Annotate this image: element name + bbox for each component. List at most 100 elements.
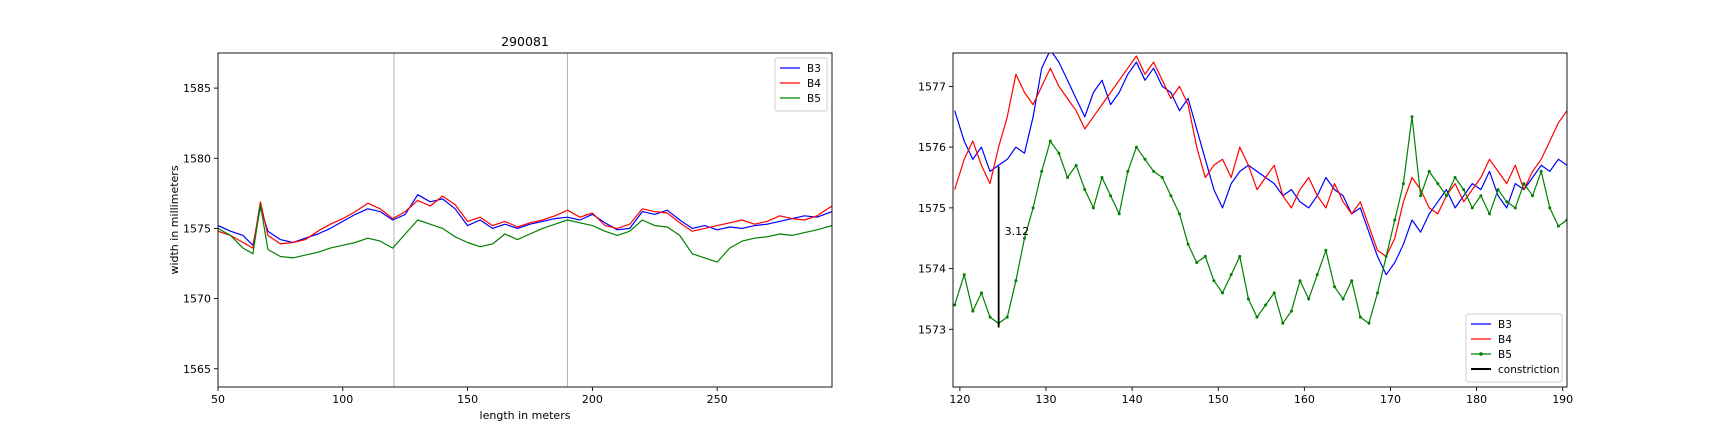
series-point-B5 [1134, 145, 1138, 149]
x-tick-label: 190 [1552, 393, 1573, 406]
x-tick-label: 50 [211, 393, 225, 406]
series-point-B5 [1324, 248, 1328, 252]
series-point-B5 [1143, 157, 1147, 161]
plot-area [953, 53, 1567, 325]
series-point-B5 [1005, 315, 1009, 319]
y-tick-label: 1574 [918, 263, 946, 276]
series-point-B5 [1556, 224, 1560, 228]
y-tick-label: 1585 [183, 82, 211, 95]
series-point-B5 [1074, 163, 1078, 167]
series-point-B5 [1444, 194, 1448, 198]
y-tick-label: 1575 [918, 202, 946, 215]
x-tick-label: 100 [332, 393, 353, 406]
series-point-B5 [1496, 188, 1500, 192]
series-point-B5 [1186, 242, 1190, 246]
legend-label: B4 [1498, 334, 1512, 346]
series-point-B5 [1384, 254, 1388, 258]
series-point-B5 [1126, 169, 1130, 173]
series-point-B5 [1169, 194, 1173, 198]
series-point-B5 [1022, 236, 1026, 240]
series-point-B5 [1212, 279, 1216, 283]
series-point-B5 [1522, 182, 1526, 186]
series-line-B4 [218, 195, 832, 249]
legend: B3 B4 B5 constriction [1465, 313, 1563, 383]
series-point-B5 [1307, 297, 1311, 301]
series-point-B5 [1513, 206, 1517, 210]
x-tick-label: 180 [1466, 393, 1487, 406]
series-point-B5 [1246, 297, 1250, 301]
series-point-B5 [1031, 206, 1035, 210]
axes-frame [217, 52, 833, 388]
series-point-B5 [1419, 194, 1423, 198]
x-axis-label: length in meters [480, 409, 571, 422]
y-tick-label: 1573 [918, 323, 946, 336]
legend-label: B3 [1498, 319, 1512, 331]
series-point-B5 [1109, 194, 1113, 198]
series-point-B5 [1479, 194, 1483, 198]
y-tick-label: 1580 [183, 152, 211, 165]
series-line-B3 [954, 53, 1567, 276]
x-tick-label: 160 [1294, 393, 1315, 406]
series-point-B5 [1470, 206, 1474, 210]
plot-area [218, 194, 832, 263]
legend-label: B5 [807, 93, 821, 105]
series-point-B5 [1358, 315, 1362, 319]
series-point-B5 [1083, 188, 1087, 192]
series-point-B5 [1203, 254, 1207, 258]
legend-label: constriction [1498, 364, 1560, 376]
y-tick-label: 1570 [183, 293, 211, 306]
x-tick-label: 130 [1036, 393, 1057, 406]
series-point-B5 [1066, 175, 1070, 179]
series-point-B5 [1160, 175, 1164, 179]
series-point-B5 [1040, 169, 1044, 173]
series-point-B5 [1376, 291, 1380, 295]
y-axis-label: width in millimeters [168, 165, 181, 274]
series-point-B5 [1315, 273, 1319, 277]
x-tick-label: 140 [1122, 393, 1143, 406]
series-point-B5 [1272, 291, 1276, 295]
series-point-B5 [1195, 261, 1199, 265]
series-point-B5 [1281, 321, 1285, 325]
series-point-B5 [962, 273, 966, 277]
series-point-B5 [1453, 175, 1457, 179]
series-line-B5 [218, 204, 832, 263]
series-point-B5 [1548, 206, 1552, 210]
x-tick-label: 120 [949, 393, 970, 406]
series-point-B5 [1332, 285, 1336, 289]
legend-marker-B5 [1479, 352, 1483, 356]
series-point-B5 [1393, 218, 1397, 222]
legend-box [1465, 313, 1563, 383]
series-point-B5 [1014, 279, 1018, 283]
series-point-B5 [1264, 303, 1268, 307]
series-point-B5 [1401, 182, 1405, 186]
chart-title: 290081 [501, 34, 549, 49]
series-point-B5 [979, 291, 983, 295]
series-point-B5 [1229, 273, 1233, 277]
x-tick-label: 250 [707, 393, 728, 406]
x-tick-label: 150 [1208, 393, 1229, 406]
y-tick-label: 1565 [183, 363, 211, 376]
series-point-B5 [1221, 291, 1225, 295]
series-point-B5 [1539, 169, 1543, 173]
series-point-B5 [1487, 212, 1491, 216]
x-tick-label: 170 [1380, 393, 1401, 406]
series-point-B5 [1289, 309, 1293, 313]
series-point-B5 [1255, 315, 1259, 319]
y-tick-label: 1576 [918, 141, 946, 154]
series-point-B5 [1048, 139, 1052, 143]
series-point-B5 [1117, 212, 1121, 216]
series-point-B5 [1100, 175, 1104, 179]
series-point-B5 [988, 315, 992, 319]
y-tick-label: 1577 [918, 80, 946, 93]
series-point-B5 [1436, 182, 1440, 186]
series-point-B5 [1177, 212, 1181, 216]
series-point-B5 [1152, 169, 1156, 173]
series-point-B5 [1238, 254, 1242, 258]
y-tick-label: 1575 [183, 222, 211, 235]
series-point-B5 [1462, 188, 1466, 192]
x-tick-label: 200 [582, 393, 603, 406]
series-point-B5 [1057, 151, 1061, 155]
series-line-B5 [954, 116, 1567, 324]
series-point-B5 [953, 303, 957, 307]
